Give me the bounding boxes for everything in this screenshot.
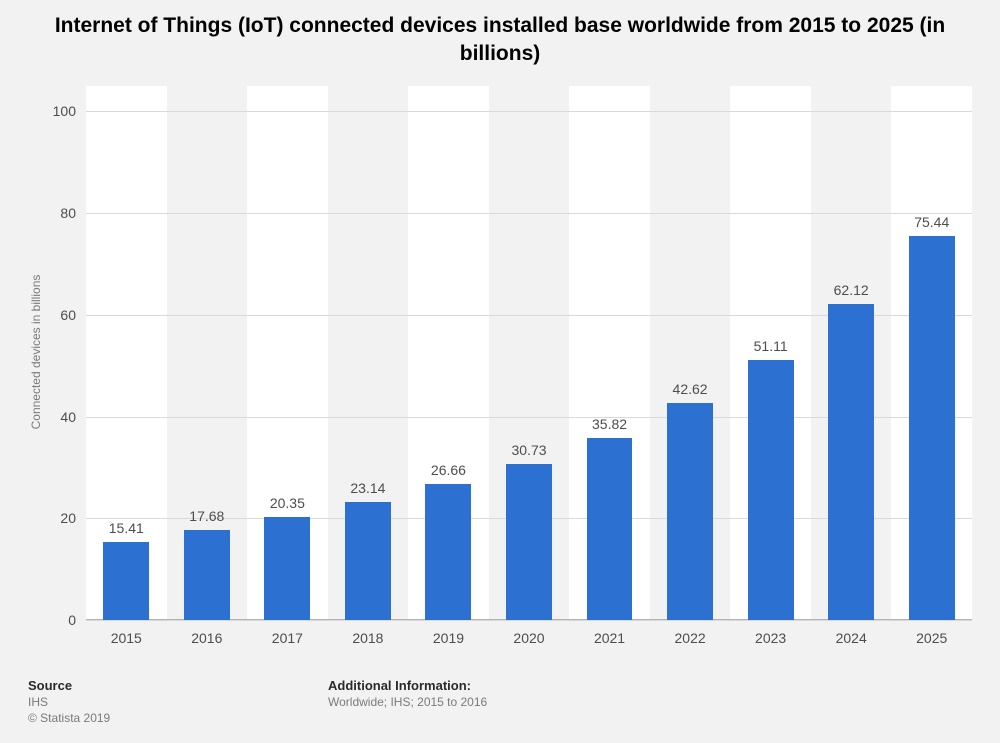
chart-title: Internet of Things (IoT) connected devic… <box>0 0 1000 69</box>
copyright-text: © Statista 2019 <box>28 711 328 725</box>
chart-area: 15.41 17.68 20.35 23.14 26.66 30.73 35.82 42.62… <box>86 86 972 620</box>
chart-footer: Source IHS © Statista 2019 Additional In… <box>28 678 972 725</box>
bar-value-label: 75.44 <box>914 214 949 236</box>
bar-value-label: 51.11 <box>754 338 788 360</box>
y-tick-label: 80 <box>60 205 86 221</box>
x-tick-label: 2022 <box>675 620 706 646</box>
y-tick-label: 40 <box>60 409 86 425</box>
source-heading: Source <box>28 678 328 693</box>
info-text: Worldwide; IHS; 2015 to 2016 <box>328 695 487 709</box>
bar-value-label: 20.35 <box>270 495 305 517</box>
gridline <box>86 111 972 112</box>
bar[interactable] <box>587 438 633 620</box>
bar-value-label: 15.41 <box>109 520 144 542</box>
x-tick-label: 2020 <box>513 620 544 646</box>
y-tick-label: 20 <box>60 510 86 526</box>
bar-value-label: 26.66 <box>431 462 466 484</box>
x-tick-label: 2024 <box>836 620 867 646</box>
bar[interactable] <box>103 542 149 620</box>
bar-value-label: 35.82 <box>592 416 627 438</box>
x-tick-label: 2019 <box>433 620 464 646</box>
footer-info-block: Additional Information: Worldwide; IHS; … <box>328 678 487 725</box>
bar[interactable] <box>425 484 471 620</box>
x-tick-label: 2015 <box>111 620 142 646</box>
bar[interactable] <box>506 464 552 620</box>
bar[interactable] <box>748 360 794 620</box>
plot-area: 15.41 17.68 20.35 23.14 26.66 30.73 35.82 42.62… <box>86 86 972 620</box>
gridline <box>86 213 972 214</box>
y-tick-label: 100 <box>53 103 86 119</box>
info-heading: Additional Information: <box>328 678 487 693</box>
bar[interactable] <box>264 517 310 620</box>
bar-value-label: 23.14 <box>350 480 385 502</box>
bar-value-label: 62.12 <box>834 282 869 304</box>
y-tick-label: 60 <box>60 307 86 323</box>
bar-value-label: 42.62 <box>673 381 708 403</box>
bar[interactable] <box>184 530 230 620</box>
x-tick-label: 2023 <box>755 620 786 646</box>
bar[interactable] <box>828 304 874 620</box>
bar-value-label: 17.68 <box>189 508 224 530</box>
bar[interactable] <box>667 403 713 620</box>
bar-value-label: 30.73 <box>511 442 546 464</box>
x-tick-label: 2018 <box>352 620 383 646</box>
footer-source-block: Source IHS © Statista 2019 <box>28 678 328 725</box>
source-text: IHS <box>28 695 328 709</box>
x-tick-label: 2025 <box>916 620 947 646</box>
x-tick-label: 2021 <box>594 620 625 646</box>
y-axis-title: Connected devices in billions <box>29 252 43 452</box>
x-tick-label: 2016 <box>191 620 222 646</box>
bar[interactable] <box>909 236 955 620</box>
y-tick-label: 0 <box>68 612 86 628</box>
x-tick-label: 2017 <box>272 620 303 646</box>
bar[interactable] <box>345 502 391 620</box>
